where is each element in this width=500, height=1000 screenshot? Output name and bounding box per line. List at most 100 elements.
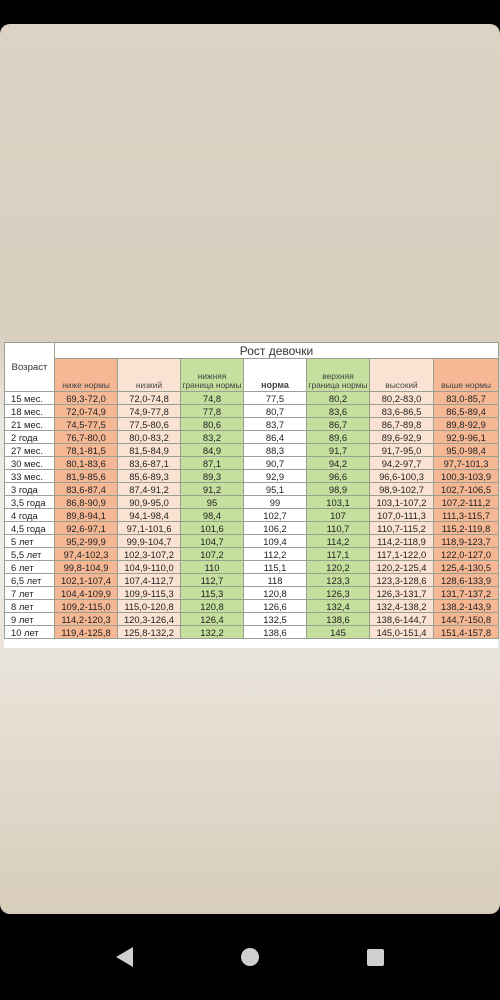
cell-lower-bound: 89,3 xyxy=(180,469,244,483)
cell-lower-bound: 83,2 xyxy=(180,430,244,444)
cell-above-norm: 125,4-130,5 xyxy=(432,560,500,574)
image-viewer[interactable]: Возраст Рост девочки ниже нормы низкий н… xyxy=(0,24,500,914)
table-row: 5,5 лет 97,4-102,3 102,3-107,2 107,2 112,2 11… xyxy=(4,547,500,561)
table-row: 2 года 76,7-80,0 80,0-83,2 83,2 86,4 89,6 89,6… xyxy=(4,430,500,444)
table-row: 4 года 89,8-94,1 94,1-98,4 98,4 102,7 107 107,… xyxy=(4,508,500,522)
age-cell: 2 года xyxy=(4,430,55,444)
cell-upper-bound: 126,3 xyxy=(306,586,370,600)
back-button[interactable] xyxy=(94,914,154,1000)
cell-above-norm: 122,0-127,0 xyxy=(432,547,500,561)
cell-below-norm: 104,4-109,9 xyxy=(54,586,118,600)
cell-upper-bound: 103,1 xyxy=(306,495,370,509)
cell-low: 125,8-132,2 xyxy=(117,625,181,639)
age-cell: 15 мес. xyxy=(4,391,55,405)
table-row: 3 года 83,6-87,4 87,4-91,2 91,2 95,1 98,9 98,9… xyxy=(4,482,500,496)
cell-low: 81,5-84,9 xyxy=(117,443,181,457)
cell-low: 90,9-95,0 xyxy=(117,495,181,509)
age-cell: 8 лет xyxy=(4,599,55,613)
column-header-above-norm: выше нормы xyxy=(432,358,500,392)
cell-below-norm: 86,8-90,9 xyxy=(54,495,118,509)
cell-low: 115,0-120,8 xyxy=(117,599,181,613)
cell-high: 94,2-97,7 xyxy=(369,456,434,470)
cell-high: 117,1-122,0 xyxy=(369,547,434,561)
cell-norm: 115,1 xyxy=(243,560,307,574)
recents-button[interactable] xyxy=(345,914,405,1000)
cell-norm: 112,2 xyxy=(243,547,307,561)
cell-below-norm: 119,4-125,8 xyxy=(54,625,118,639)
cell-low: 87,4-91,2 xyxy=(117,482,181,496)
cell-high: 80,2-83,0 xyxy=(369,391,434,405)
cell-high: 103,1-107,2 xyxy=(369,495,434,509)
cell-norm: 99 xyxy=(243,495,307,509)
cell-norm: 90,7 xyxy=(243,456,307,470)
cell-below-norm: 109,2-115,0 xyxy=(54,599,118,613)
cell-above-norm: 86,5-89,4 xyxy=(432,404,500,418)
cell-low: 74,9-77,8 xyxy=(117,404,181,418)
cell-lower-bound: 87,1 xyxy=(180,456,244,470)
cell-below-norm: 76,7-80,0 xyxy=(54,430,118,444)
cell-high: 120,2-125,4 xyxy=(369,560,434,574)
cell-high: 110,7-115,2 xyxy=(369,521,434,535)
cell-lower-bound: 115,3 xyxy=(180,586,244,600)
column-header-lower-bound: нижняя граница нормы xyxy=(180,358,244,392)
table-row: 10 лет 119,4-125,8 125,8-132,2 132,2 138,6 14… xyxy=(4,625,500,639)
cell-upper-bound: 145 xyxy=(306,625,370,639)
table-row: 18 мес. 72,0-74,9 74,9-77,8 77,8 80,7 83,6 83,… xyxy=(4,404,500,418)
growth-table-sheet: Возраст Рост девочки ниже нормы низкий н… xyxy=(4,342,500,648)
cell-lower-bound: 91,2 xyxy=(180,482,244,496)
cell-low: 72,0-74,8 xyxy=(117,391,181,405)
cell-lower-bound: 112,7 xyxy=(180,573,244,587)
cell-low: 80,0-83,2 xyxy=(117,430,181,444)
cell-upper-bound: 132,4 xyxy=(306,599,370,613)
cell-below-norm: 102,1-107,4 xyxy=(54,573,118,587)
girl-height-table: Возраст Рост девочки ниже нормы низкий н… xyxy=(4,342,500,639)
recents-icon xyxy=(366,948,384,966)
cell-low: 107,4-112,7 xyxy=(117,573,181,587)
cell-norm: 118 xyxy=(243,573,307,587)
table-row: 6,5 лет 102,1-107,4 107,4-112,7 112,7 118 123… xyxy=(4,573,500,587)
age-cell: 10 лет xyxy=(4,625,55,639)
cell-lower-bound: 132,2 xyxy=(180,625,244,639)
home-button[interactable] xyxy=(220,914,280,1000)
cell-above-norm: 89,8-92,9 xyxy=(432,417,500,431)
cell-upper-bound: 94,2 xyxy=(306,456,370,470)
cell-below-norm: 83,6-87,4 xyxy=(54,482,118,496)
cell-upper-bound: 117,1 xyxy=(306,547,370,561)
table-body: 15 мес. 69,3-72,0 72,0-74,8 74,8 77,5 80,2 80,… xyxy=(4,391,500,639)
cell-norm: 126,6 xyxy=(243,599,307,613)
table-row: 8 лет 109,2-115,0 115,0-120,8 120,8 126,6 132… xyxy=(4,599,500,613)
column-header-high: высокий xyxy=(369,358,434,392)
cell-norm: 92,9 xyxy=(243,469,307,483)
cell-high: 86,7-89,8 xyxy=(369,417,434,431)
cell-norm: 106,2 xyxy=(243,521,307,535)
cell-below-norm: 97,4-102,3 xyxy=(54,547,118,561)
age-cell: 30 мес. xyxy=(4,456,55,470)
cell-above-norm: 128,6-133,9 xyxy=(432,573,500,587)
table-row: 9 лет 114,2-120,3 120,3-126,4 126,4 132,5 138… xyxy=(4,612,500,626)
cell-norm: 88,3 xyxy=(243,443,307,457)
cell-low: 99,9-104,7 xyxy=(117,534,181,548)
cell-above-norm: 111,3-115,7 xyxy=(432,508,500,522)
cell-above-norm: 118,9-123,7 xyxy=(432,534,500,548)
cell-below-norm: 95,2-99,9 xyxy=(54,534,118,548)
age-cell: 6,5 лет xyxy=(4,573,55,587)
table-row: 3,5 года 86,8-90,9 90,9-95,0 95 99 103,1 103,1… xyxy=(4,495,500,509)
cell-low: 97,1-101,6 xyxy=(117,521,181,535)
table-row: 21 мес. 74,5-77,5 77,5-80,6 80,6 83,7 86,7 86,… xyxy=(4,417,500,431)
age-cell: 3,5 года xyxy=(4,495,55,509)
cell-low: 120,3-126,4 xyxy=(117,612,181,626)
cell-norm: 109,4 xyxy=(243,534,307,548)
cell-upper-bound: 83,6 xyxy=(306,404,370,418)
age-cell: 4,5 года xyxy=(4,521,55,535)
cell-below-norm: 114,2-120,3 xyxy=(54,612,118,626)
cell-lower-bound: 107,2 xyxy=(180,547,244,561)
table-title: Рост девочки xyxy=(53,342,500,359)
cell-high: 145,0-151,4 xyxy=(369,625,434,639)
cell-high: 83,6-86,5 xyxy=(369,404,434,418)
age-cell: 27 мес. xyxy=(4,443,55,457)
cell-norm: 132,5 xyxy=(243,612,307,626)
cell-below-norm: 69,3-72,0 xyxy=(54,391,118,405)
cell-above-norm: 131,7-137,2 xyxy=(432,586,500,600)
cell-below-norm: 74,5-77,5 xyxy=(54,417,118,431)
cell-below-norm: 89,8-94,1 xyxy=(54,508,118,522)
